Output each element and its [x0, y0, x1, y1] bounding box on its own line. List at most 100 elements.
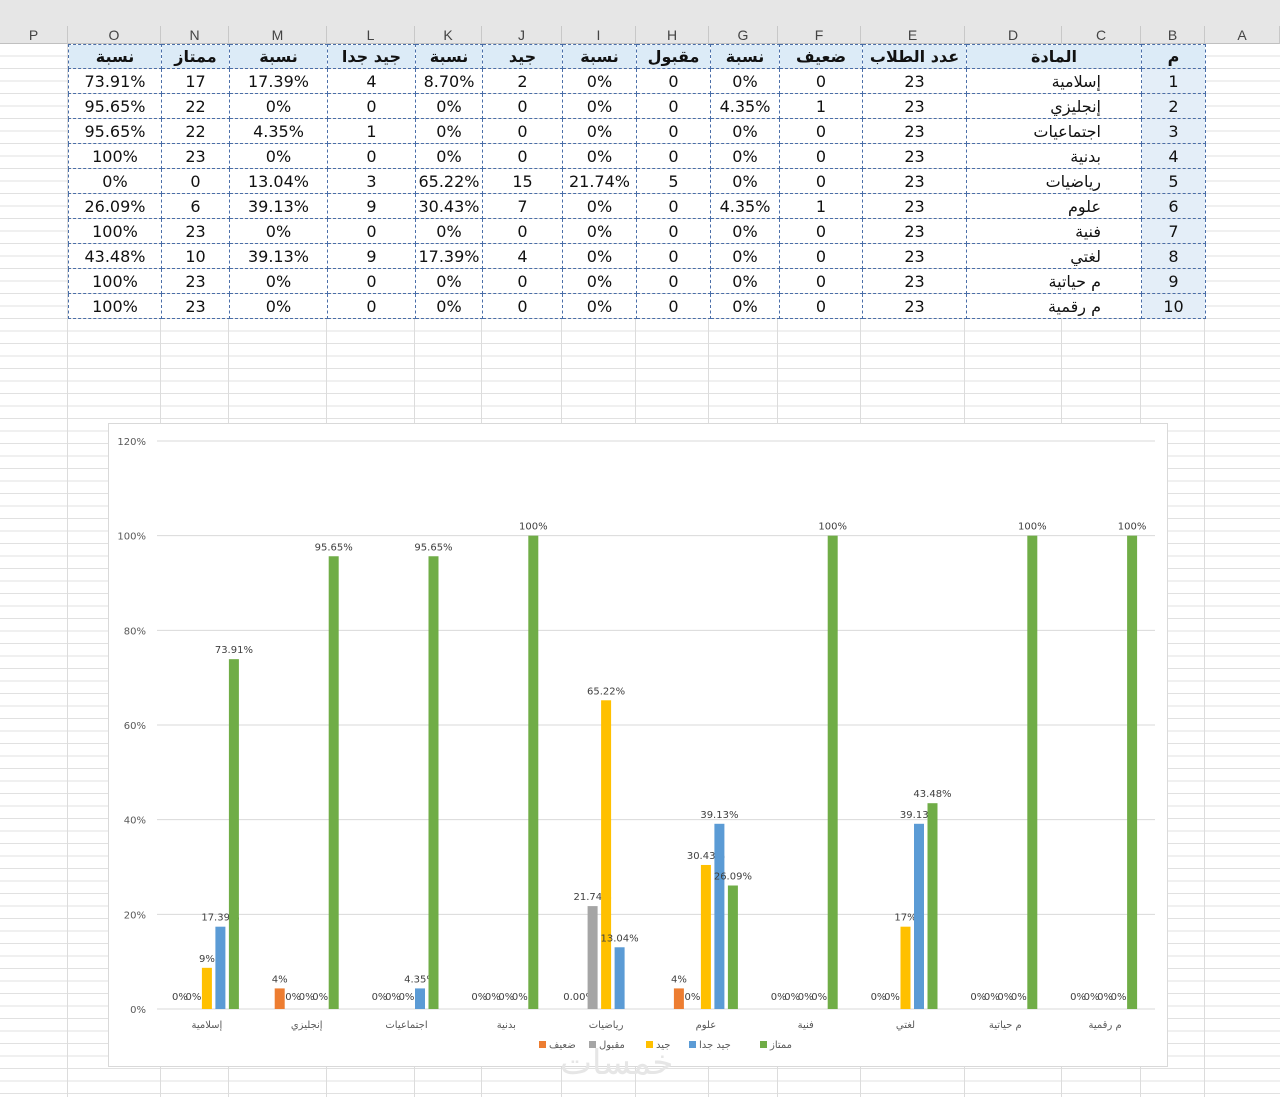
table-cell[interactable]: 0: [636, 93, 711, 119]
table-cell[interactable]: 0%: [229, 218, 328, 244]
table-cell[interactable]: 0%: [710, 243, 780, 269]
row-number-cell[interactable]: 3: [1141, 118, 1206, 144]
table-cell[interactable]: 0%: [710, 268, 780, 294]
table-cell[interactable]: 39.13%: [229, 243, 328, 269]
table-cell[interactable]: 2: [482, 68, 563, 94]
table-cell[interactable]: 0: [161, 168, 230, 194]
row-number-cell[interactable]: 4: [1141, 143, 1206, 169]
row-number-cell[interactable]: 8: [1141, 243, 1206, 269]
column-header-a[interactable]: A: [1205, 26, 1280, 44]
table-cell[interactable]: 0: [636, 143, 711, 169]
table-cell[interactable]: 9: [327, 193, 416, 219]
table-cell[interactable]: 0: [327, 93, 416, 119]
table-cell[interactable]: 0: [779, 143, 863, 169]
table-cell[interactable]: 7: [482, 193, 563, 219]
table-cell[interactable]: 0%: [562, 68, 637, 94]
table-cell[interactable]: 0%: [710, 218, 780, 244]
table-cell[interactable]: 95.65%: [68, 93, 162, 119]
table-cell[interactable]: 4.35%: [229, 118, 328, 144]
row-number-cell[interactable]: 2: [1141, 93, 1206, 119]
table-cell[interactable]: 0: [779, 268, 863, 294]
table-cell[interactable]: 0: [779, 68, 863, 94]
table-header-cell[interactable]: جيد جدا: [327, 44, 416, 69]
table-cell[interactable]: 0%: [229, 143, 328, 169]
table-cell[interactable]: 0: [779, 168, 863, 194]
table-cell[interactable]: 100%: [68, 268, 162, 294]
table-cell[interactable]: 0: [482, 118, 563, 144]
table-cell[interactable]: 0: [636, 243, 711, 269]
table-cell[interactable]: 0: [327, 143, 416, 169]
table-cell[interactable]: 21.74%: [562, 168, 637, 194]
table-header-cell[interactable]: نسبة: [562, 44, 637, 69]
table-cell[interactable]: 23: [862, 293, 967, 319]
table-cell[interactable]: 6: [161, 193, 230, 219]
column-header-f[interactable]: F: [778, 26, 861, 44]
table-cell[interactable]: 0: [779, 118, 863, 144]
table-cell[interactable]: 23: [862, 143, 967, 169]
table-cell[interactable]: 23: [862, 168, 967, 194]
table-cell[interactable]: 0%: [710, 293, 780, 319]
table-cell[interactable]: 1: [779, 193, 863, 219]
table-cell[interactable]: 0%: [229, 293, 328, 319]
column-header-i[interactable]: I: [562, 26, 636, 44]
subject-cell[interactable]: م رقمية: [966, 293, 1142, 319]
table-cell[interactable]: 5: [636, 168, 711, 194]
column-header-p[interactable]: P: [0, 26, 68, 44]
row-number-cell[interactable]: 7: [1141, 218, 1206, 244]
table-cell[interactable]: 0%: [415, 268, 483, 294]
table-cell[interactable]: 0%: [562, 218, 637, 244]
table-cell[interactable]: 0%: [710, 68, 780, 94]
table-cell[interactable]: 3: [327, 168, 416, 194]
table-cell[interactable]: 23: [161, 293, 230, 319]
table-header-cell[interactable]: مقبول: [636, 44, 711, 69]
table-cell[interactable]: 0%: [710, 168, 780, 194]
row-number-cell[interactable]: 9: [1141, 268, 1206, 294]
table-cell[interactable]: 0: [327, 293, 416, 319]
subject-cell[interactable]: علوم: [966, 193, 1142, 219]
table-cell[interactable]: 22: [161, 93, 230, 119]
table-cell[interactable]: 26.09%: [68, 193, 162, 219]
table-cell[interactable]: 100%: [68, 293, 162, 319]
table-cell[interactable]: 0: [779, 243, 863, 269]
table-cell[interactable]: 0: [636, 193, 711, 219]
table-cell[interactable]: 0%: [710, 118, 780, 144]
table-cell[interactable]: 0%: [415, 218, 483, 244]
table-cell[interactable]: 65.22%: [415, 168, 483, 194]
table-cell[interactable]: 15: [482, 168, 563, 194]
column-header-k[interactable]: K: [415, 26, 482, 44]
table-cell[interactable]: 0%: [710, 143, 780, 169]
table-cell[interactable]: 23: [862, 68, 967, 94]
subject-cell[interactable]: إسلامية: [966, 68, 1142, 94]
table-cell[interactable]: 0: [482, 293, 563, 319]
table-header-cell[interactable]: ممتاز: [161, 44, 230, 69]
table-header-cell[interactable]: عدد الطلاب: [862, 44, 967, 69]
table-cell[interactable]: 23: [862, 193, 967, 219]
table-cell[interactable]: 23: [862, 118, 967, 144]
table-cell[interactable]: 1: [327, 118, 416, 144]
table-cell[interactable]: 0: [779, 293, 863, 319]
column-header-d[interactable]: D: [965, 26, 1062, 44]
table-cell[interactable]: 0%: [562, 118, 637, 144]
table-cell[interactable]: 30.43%: [415, 193, 483, 219]
table-cell[interactable]: 23: [862, 218, 967, 244]
table-cell[interactable]: 23: [161, 218, 230, 244]
table-cell[interactable]: 100%: [68, 143, 162, 169]
table-cell[interactable]: 0%: [229, 93, 328, 119]
table-cell[interactable]: 0: [482, 93, 563, 119]
table-header-cell[interactable]: نسبة: [415, 44, 483, 69]
table-cell[interactable]: 0%: [562, 268, 637, 294]
column-header-g[interactable]: G: [709, 26, 778, 44]
subject-cell[interactable]: اجتماعيات: [966, 118, 1142, 144]
table-cell[interactable]: 10: [161, 243, 230, 269]
table-header-cell[interactable]: نسبة: [229, 44, 328, 69]
table-cell[interactable]: 17: [161, 68, 230, 94]
table-cell[interactable]: 0: [636, 68, 711, 94]
table-cell[interactable]: 0%: [415, 293, 483, 319]
table-cell[interactable]: 0%: [415, 93, 483, 119]
table-cell[interactable]: 0: [636, 118, 711, 144]
subject-cell[interactable]: رياضيات: [966, 168, 1142, 194]
column-header-m[interactable]: M: [229, 26, 327, 44]
table-cell[interactable]: 4.35%: [710, 93, 780, 119]
column-header-b[interactable]: B: [1141, 26, 1205, 44]
column-header-j[interactable]: J: [482, 26, 562, 44]
